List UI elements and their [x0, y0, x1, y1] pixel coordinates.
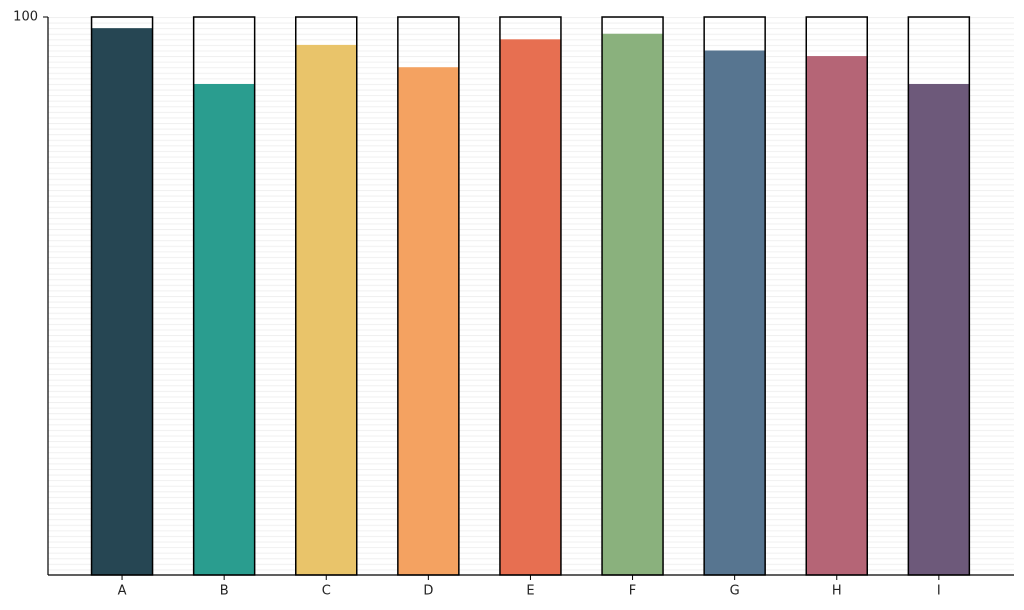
bar	[908, 83, 970, 576]
bar	[602, 33, 664, 576]
x-tick-label: H	[832, 584, 842, 599]
bar	[295, 44, 357, 575]
bar	[806, 56, 868, 576]
x-tick-label: A	[118, 584, 127, 599]
x-tick-label: I	[937, 584, 941, 599]
x-tick-label: D	[423, 584, 433, 599]
x-tick-label: B	[220, 584, 229, 599]
bar	[193, 83, 255, 576]
x-tick-label: F	[629, 584, 636, 599]
bar	[704, 50, 766, 576]
y-tick-label: 100	[13, 10, 38, 25]
bar	[499, 39, 561, 575]
x-tick-label: G	[730, 584, 740, 599]
x-tick-label: C	[322, 584, 331, 599]
bar	[397, 67, 459, 575]
x-tick-label: E	[526, 584, 534, 599]
bar	[91, 28, 153, 576]
